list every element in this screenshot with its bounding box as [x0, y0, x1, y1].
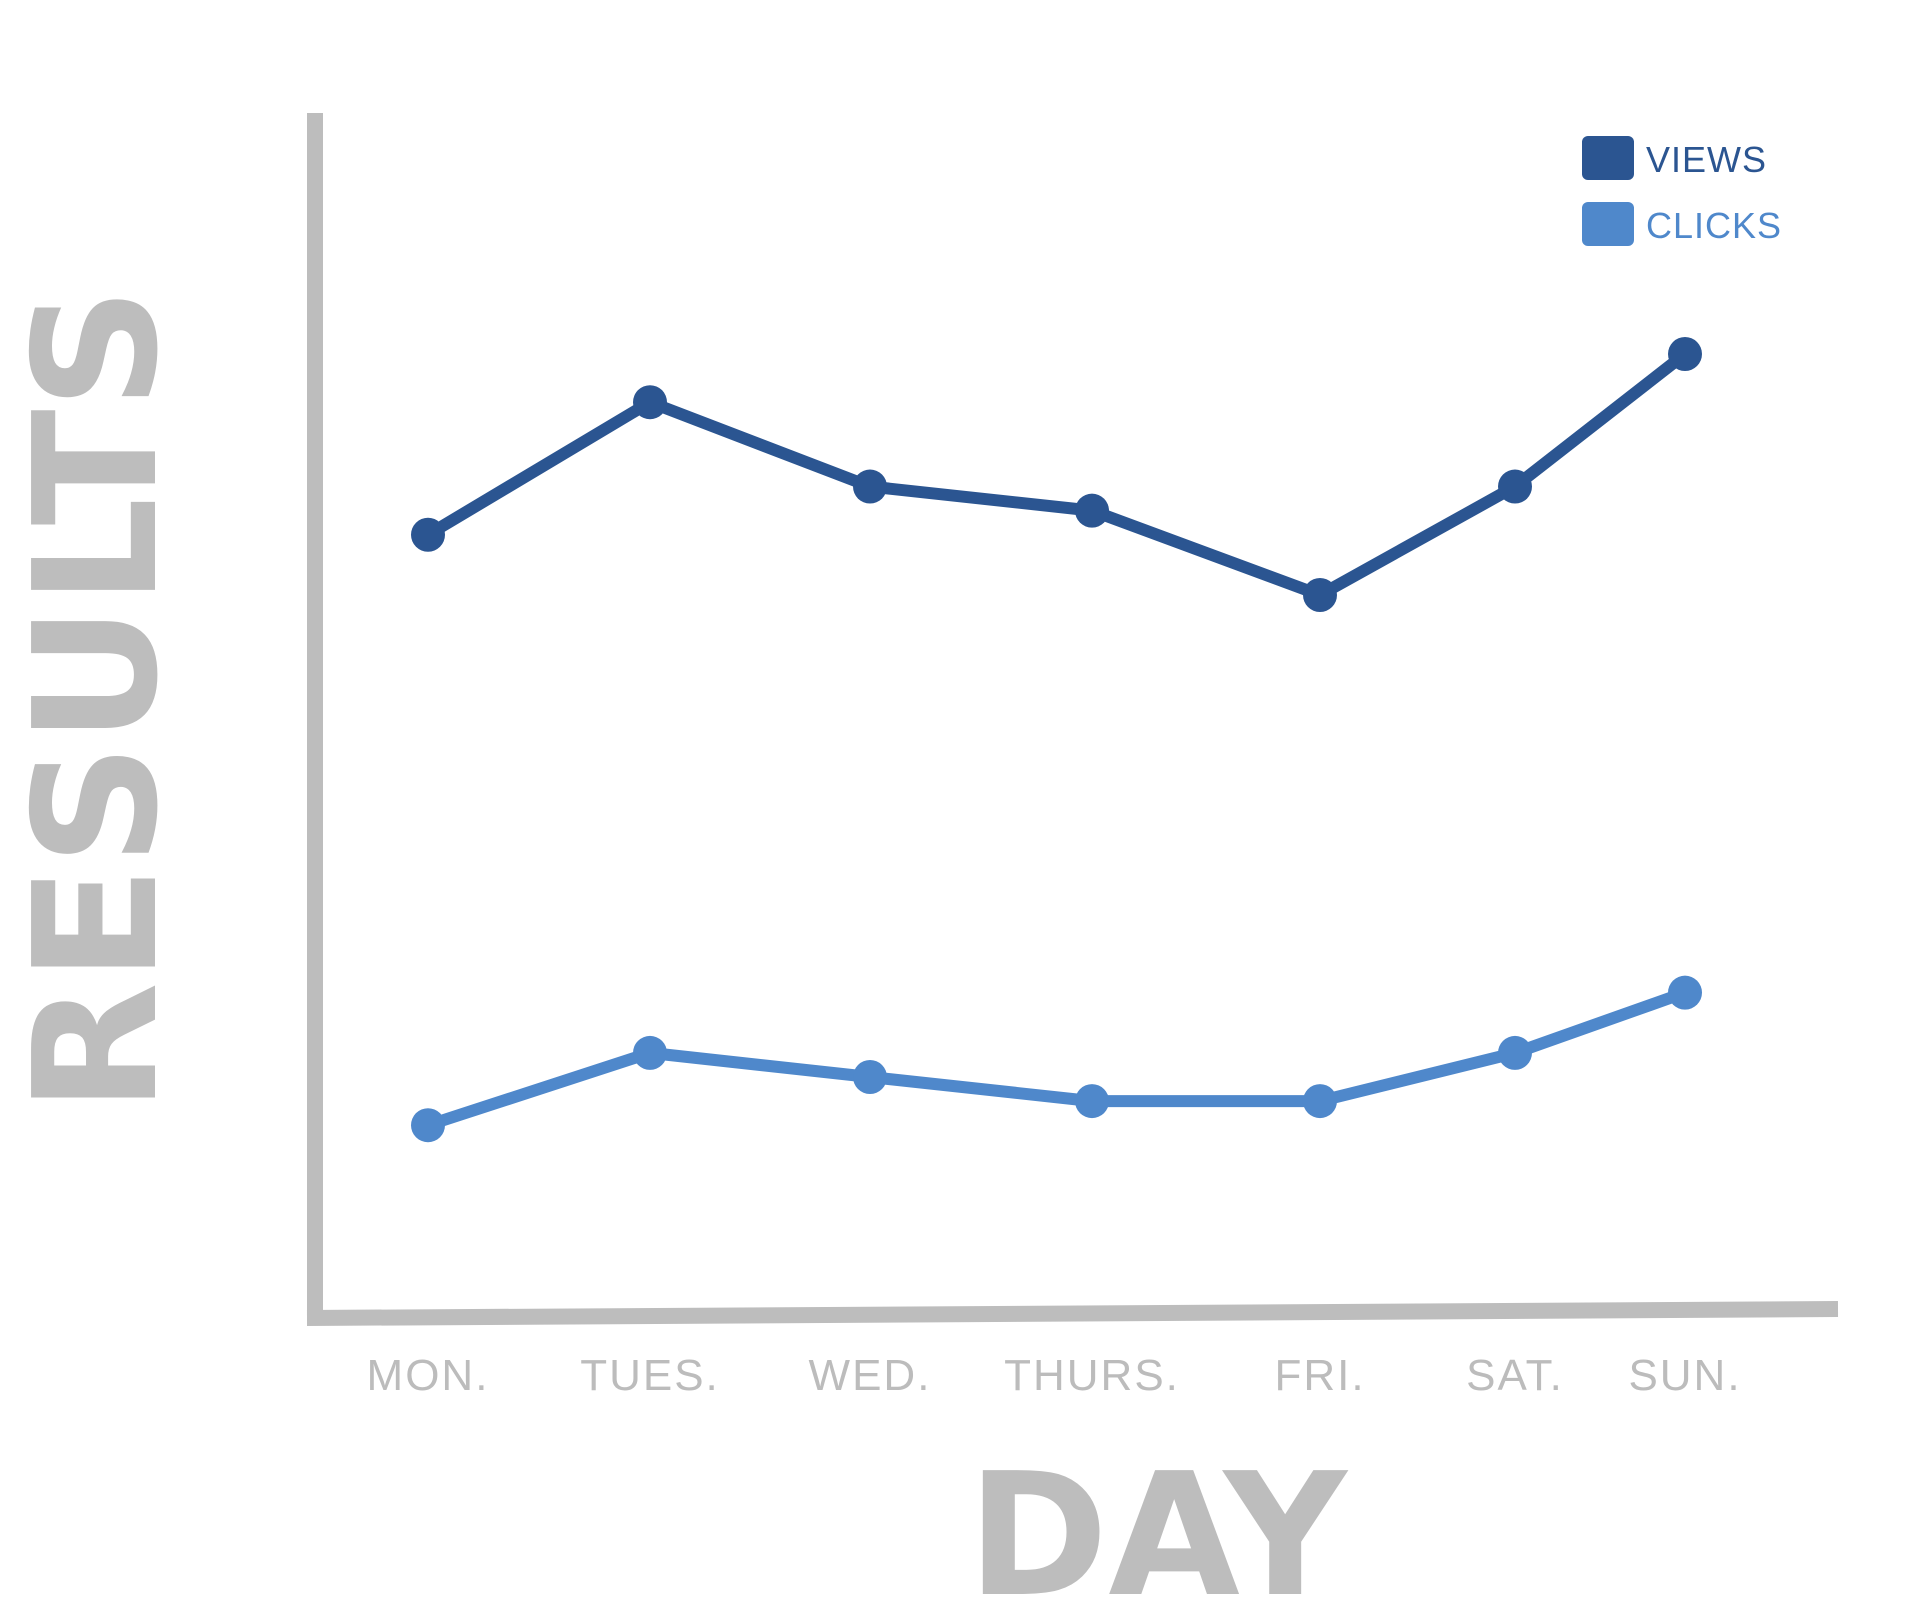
series-line-clicks — [426, 986, 1688, 1131]
data-point-views — [853, 469, 887, 504]
x-tick-label: MON. — [367, 1351, 490, 1400]
x-tick-label: SUN. — [1628, 1351, 1741, 1400]
data-point-views — [633, 385, 667, 420]
x-tick-label: TUES. — [580, 1351, 720, 1400]
data-point-views — [1303, 578, 1337, 612]
legend-label-clicks: CLICKS — [1646, 205, 1782, 246]
data-point-clicks — [1498, 1035, 1532, 1070]
series-clicks — [411, 975, 1702, 1143]
series-views — [411, 337, 1702, 612]
data-point-clicks — [1668, 975, 1702, 1010]
legend-swatch-views — [1582, 136, 1634, 180]
series-line-views — [424, 349, 1689, 601]
legend-label-views: VIEWS — [1646, 139, 1767, 180]
x-tick-labels: MON. TUES. WED. THURS. FRI. SAT. SUN. — [367, 1351, 1741, 1400]
x-axis-line — [306, 1301, 1839, 1326]
x-tick-label: FRI. — [1274, 1351, 1365, 1400]
x-tick-label: THURS. — [1004, 1351, 1180, 1400]
legend-swatch-clicks — [1582, 202, 1634, 246]
data-point-clicks — [633, 1035, 667, 1070]
x-axis-title: DAY — [967, 1437, 1348, 1598]
legend: VIEWS CLICKS — [1582, 136, 1782, 246]
data-point-views — [411, 517, 445, 552]
data-point-clicks — [411, 1108, 445, 1143]
series-layer — [411, 337, 1702, 1143]
x-tick-label: WED. — [809, 1351, 932, 1400]
data-point-views — [1498, 469, 1532, 504]
y-axis-title: RESULTS — [0, 287, 196, 1113]
data-point-clicks — [1075, 1084, 1109, 1119]
axes — [306, 113, 1839, 1326]
data-point-clicks — [853, 1060, 887, 1094]
data-point-views — [1075, 493, 1109, 528]
data-point-views — [1668, 337, 1702, 371]
x-tick-label: SAT. — [1466, 1351, 1564, 1400]
data-point-clicks — [1303, 1084, 1337, 1119]
